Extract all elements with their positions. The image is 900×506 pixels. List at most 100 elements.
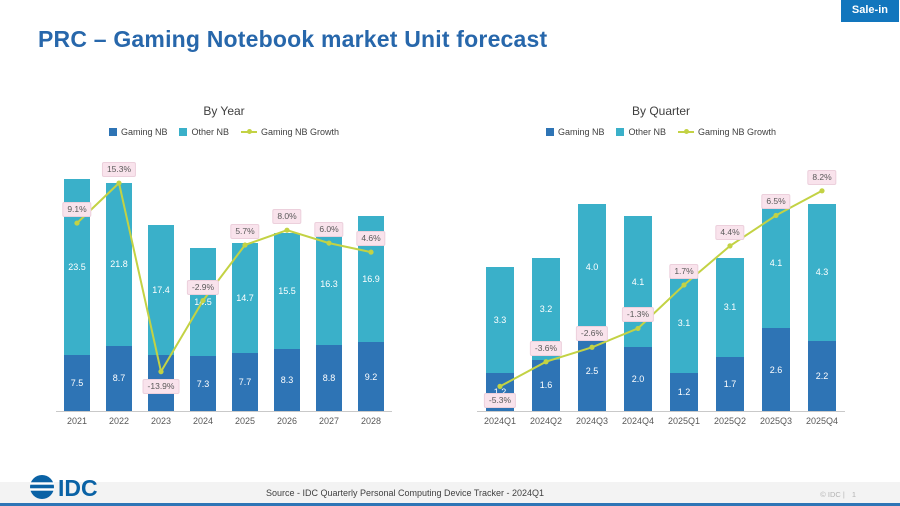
growth-point-label: 8.0% — [272, 209, 302, 225]
bar-segment-gaming — [64, 354, 90, 411]
bar-value-label: 3.1 — [723, 302, 737, 313]
growth-marker — [635, 325, 641, 332]
bar-value-label: 4.1 — [769, 257, 783, 268]
growth-point-label: 1.7% — [669, 263, 699, 279]
x-tick-label: 2024Q2 — [529, 416, 563, 426]
other-swatch-icon — [179, 128, 188, 136]
growth-marker — [589, 344, 595, 350]
bar-value-label: 1.2 — [493, 386, 507, 397]
bar-value-label: 2.0 — [631, 374, 645, 385]
legend-label: Gaming NB Growth — [698, 127, 777, 137]
bar-segment-other — [274, 232, 300, 349]
chart-title: By Quarter — [631, 104, 691, 118]
bar-segment-gaming — [190, 356, 216, 411]
bar-segment-other — [670, 273, 698, 373]
growth-marker — [368, 249, 374, 255]
growth-point-label: -5.3% — [483, 393, 517, 409]
growth-point-label: -13.9% — [142, 378, 180, 394]
growth-line — [497, 188, 825, 389]
bar-value-label: 3.2 — [539, 303, 553, 314]
growth-point-label: 4.4% — [715, 224, 745, 240]
bar-value-label: 8.3 — [280, 374, 294, 385]
growth-marker — [681, 282, 687, 288]
bar-value-label: 1.7 — [723, 378, 737, 389]
bar-value-label: 3.1 — [677, 318, 691, 329]
legend: Gaming NB Other NB Gaming NB Growth — [56, 127, 392, 137]
x-tick-label: 2026 — [276, 416, 298, 426]
x-tick-label: 2024Q1 — [483, 416, 517, 426]
bar-segment-other — [578, 203, 606, 332]
legend-item-gaming: Gaming NB — [108, 127, 168, 137]
growth-marker — [284, 227, 290, 233]
bar-value-label: 15.5 — [278, 285, 296, 296]
legend-item-growth: Gaming NB Growth — [678, 127, 776, 137]
growth-marker — [200, 297, 206, 304]
bar-value-label: 3.3 — [493, 315, 507, 326]
growth-marker — [773, 212, 779, 219]
bar-segment-gaming — [106, 345, 132, 411]
bar-value-label: 2.2 — [815, 370, 829, 381]
bar-segment-other — [486, 267, 514, 373]
bar-segment-gaming — [274, 348, 300, 411]
source-text: Source - IDC Quarterly Personal Computin… — [265, 488, 545, 498]
growth-marker — [727, 243, 733, 249]
bar-segment-gaming — [670, 372, 698, 411]
growth-marker — [497, 383, 503, 389]
bar-value-label: 4.3 — [815, 267, 829, 278]
bar-segment-other — [232, 243, 258, 354]
growth-point-label: -2.9% — [186, 279, 220, 295]
growth-line — [74, 180, 374, 375]
x-tick-label: 2024 — [192, 416, 214, 426]
growth-line-icon — [241, 129, 257, 134]
legend-label: Gaming NB — [120, 127, 168, 137]
bar-segment-other — [624, 216, 652, 348]
x-tick-label: 2027 — [318, 416, 340, 426]
x-tick-label: 2025 — [234, 416, 256, 426]
legend-label: Other NB — [191, 127, 229, 137]
growth-point-label: 4.6% — [356, 231, 386, 247]
bar-value-label: 16.9 — [362, 273, 380, 284]
legend-item-growth: Gaming NB Growth — [241, 127, 339, 137]
idc-logo: IDC — [28, 472, 106, 506]
page-title: PRC – Gaming Notebook market Unit foreca… — [38, 26, 548, 52]
growth-point-label: 6.5% — [761, 194, 791, 210]
bar-value-label: 1.2 — [677, 386, 691, 397]
bar-value-label: 8.7 — [112, 373, 126, 384]
bar-segment-other — [762, 197, 790, 329]
x-tick-label: 2025Q3 — [759, 416, 793, 426]
other-swatch-icon — [616, 128, 625, 136]
gaming-swatch-icon — [545, 128, 554, 136]
copyright: © IDC | 1 — [820, 490, 856, 499]
growth-point-label: 15.3% — [101, 162, 137, 178]
bar-value-label: 4.0 — [585, 262, 599, 273]
bar-segment-gaming — [316, 345, 342, 411]
x-tick-label: 2023 — [150, 416, 172, 426]
x-tick-label: 2025Q2 — [713, 416, 747, 426]
copyright-text: © IDC | — [820, 490, 845, 499]
growth-marker — [819, 188, 825, 194]
bar-value-label: 4.1 — [631, 276, 645, 287]
chart-by-year: By Year Gaming NB Other NB Gaming NB Gro… — [56, 104, 392, 426]
x-axis-labels: 2024Q1 2024Q2 2024Q3 2024Q4 2025Q1 2025Q2 2025… — [477, 416, 845, 426]
bar-value-label: 2.6 — [769, 364, 783, 375]
bar-segment-other — [716, 257, 744, 357]
bar-value-label: 7.7 — [238, 377, 252, 388]
bar-segment-gaming — [232, 353, 258, 411]
x-tick-label: 2025Q4 — [805, 416, 839, 426]
growth-point-label: 8.2% — [807, 169, 837, 185]
x-tick-label: 2024Q3 — [575, 416, 609, 426]
legend: Gaming NB Other NB Gaming NB Growth — [477, 127, 845, 137]
growth-point-label: -2.6% — [575, 326, 609, 342]
bar-value-label: 14.7 — [236, 293, 254, 304]
svg-text:IDC: IDC — [58, 475, 98, 501]
bar-value-label: 7.3 — [196, 378, 210, 389]
bar-segment-gaming — [762, 328, 790, 411]
growth-point-label: -1.3% — [621, 307, 655, 323]
bar-value-label: 2.5 — [585, 366, 599, 377]
plot-area: 7.523.58.721.87.517.47.314.57.714.78.315… — [56, 143, 392, 412]
bottom-accent-line — [0, 503, 900, 506]
growth-point-label: 5.7% — [230, 224, 260, 240]
growth-line-icon — [678, 129, 694, 134]
sale-in-badge: Sale-in — [840, 0, 899, 22]
bar-segment-gaming — [808, 340, 836, 411]
